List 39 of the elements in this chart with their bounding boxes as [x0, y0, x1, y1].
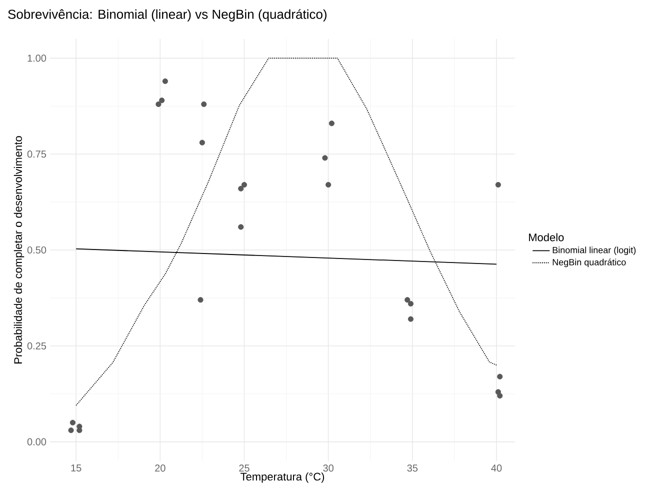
point	[198, 297, 204, 303]
point	[70, 420, 76, 426]
x-tick-label: 40	[491, 464, 502, 472]
x-axis-title: Temperatura (°C)	[240, 472, 324, 483]
chart-title: Sobrevivência: Binomial (linear) vs NegBin (quadrático)	[8, 9, 327, 22]
point	[159, 98, 165, 104]
point	[241, 182, 248, 188]
x-tick-label: 30	[323, 464, 334, 472]
point	[68, 428, 74, 434]
point	[156, 101, 162, 108]
legend-label: Binomial linear (logit)	[552, 246, 636, 256]
y-tick-label: 1.00	[28, 54, 46, 62]
y-tick-label: 0.00	[27, 438, 46, 446]
point	[497, 392, 503, 399]
point	[201, 101, 207, 108]
y-axis-title: Probabilidade de completar o desenvolvimento	[14, 136, 24, 364]
x-tick-label: 25	[239, 464, 250, 472]
point	[408, 300, 414, 307]
point	[497, 374, 503, 380]
y-tick-label: 0.25	[27, 342, 46, 350]
point	[162, 78, 168, 84]
x-tick-label: 20	[155, 464, 166, 472]
line-series	[76, 58, 497, 406]
point	[404, 297, 410, 303]
point	[238, 224, 244, 230]
point	[238, 186, 244, 192]
point	[408, 316, 414, 322]
point	[76, 428, 82, 434]
point	[199, 140, 205, 146]
point	[322, 155, 328, 161]
legend-title: Modelo	[529, 233, 564, 242]
point	[326, 182, 332, 188]
y-tick-label: 0.50	[27, 246, 46, 254]
x-tick-label: 15	[71, 464, 82, 472]
legend-label: NegBin quadrático	[552, 258, 626, 268]
point	[328, 120, 334, 126]
x-tick-label: 35	[407, 464, 418, 472]
point	[495, 182, 501, 188]
y-tick-label: 0.75	[27, 150, 46, 158]
